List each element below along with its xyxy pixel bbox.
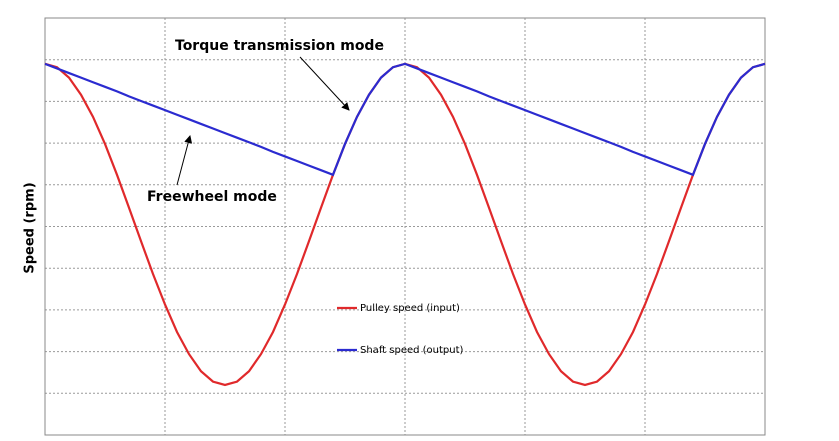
annotation: Freewheel mode: [147, 189, 277, 205]
legend-label: Shaft speed (output): [360, 345, 464, 356]
series-line: [44, 62, 766, 387]
legend-label: Pulley speed (input): [360, 303, 460, 314]
series-line: [44, 62, 766, 177]
annotation: Torque transmission mode: [175, 38, 384, 54]
y-axis-label: Speed (rpm): [23, 182, 38, 273]
plot-frame: [44, 17, 766, 436]
annotation-arrow: [299, 56, 350, 111]
annotation-arrow: [176, 135, 193, 186]
